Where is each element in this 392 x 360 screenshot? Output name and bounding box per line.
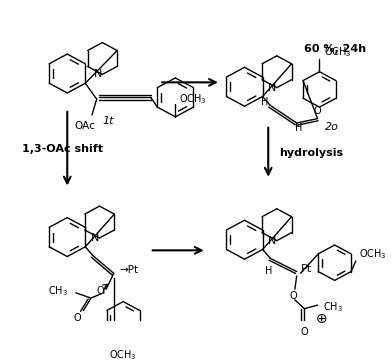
Text: O: O xyxy=(74,312,82,323)
Text: 1t: 1t xyxy=(102,116,114,126)
Text: OCH$_3$: OCH$_3$ xyxy=(179,92,206,106)
Text: O: O xyxy=(97,286,104,296)
Text: N: N xyxy=(93,68,102,78)
Text: $\oplus$: $\oplus$ xyxy=(315,312,328,326)
Text: O: O xyxy=(314,105,321,116)
Text: hydrolysis: hydrolysis xyxy=(279,148,344,158)
Text: O: O xyxy=(301,327,308,337)
Text: CH$_3$: CH$_3$ xyxy=(48,284,68,298)
Text: OCH$_3$: OCH$_3$ xyxy=(109,348,137,360)
Text: N: N xyxy=(91,233,99,243)
Text: N: N xyxy=(268,83,276,93)
Text: CH$_3$: CH$_3$ xyxy=(323,300,343,314)
Text: OCH$_3$: OCH$_3$ xyxy=(324,45,352,59)
Text: OCH$_3$: OCH$_3$ xyxy=(359,247,387,261)
Text: 2o: 2o xyxy=(325,122,339,131)
Text: 1,3-OAc shift: 1,3-OAc shift xyxy=(22,144,103,154)
Text: H: H xyxy=(261,97,268,107)
Text: O: O xyxy=(289,291,297,301)
Text: Pt: Pt xyxy=(301,264,312,274)
Text: 60 %, 24h: 60 %, 24h xyxy=(303,44,366,54)
Text: H: H xyxy=(265,266,272,276)
Text: OAc: OAc xyxy=(75,121,96,131)
Text: N: N xyxy=(268,235,276,246)
Text: H: H xyxy=(295,123,302,133)
Text: →Pt: →Pt xyxy=(120,265,138,275)
